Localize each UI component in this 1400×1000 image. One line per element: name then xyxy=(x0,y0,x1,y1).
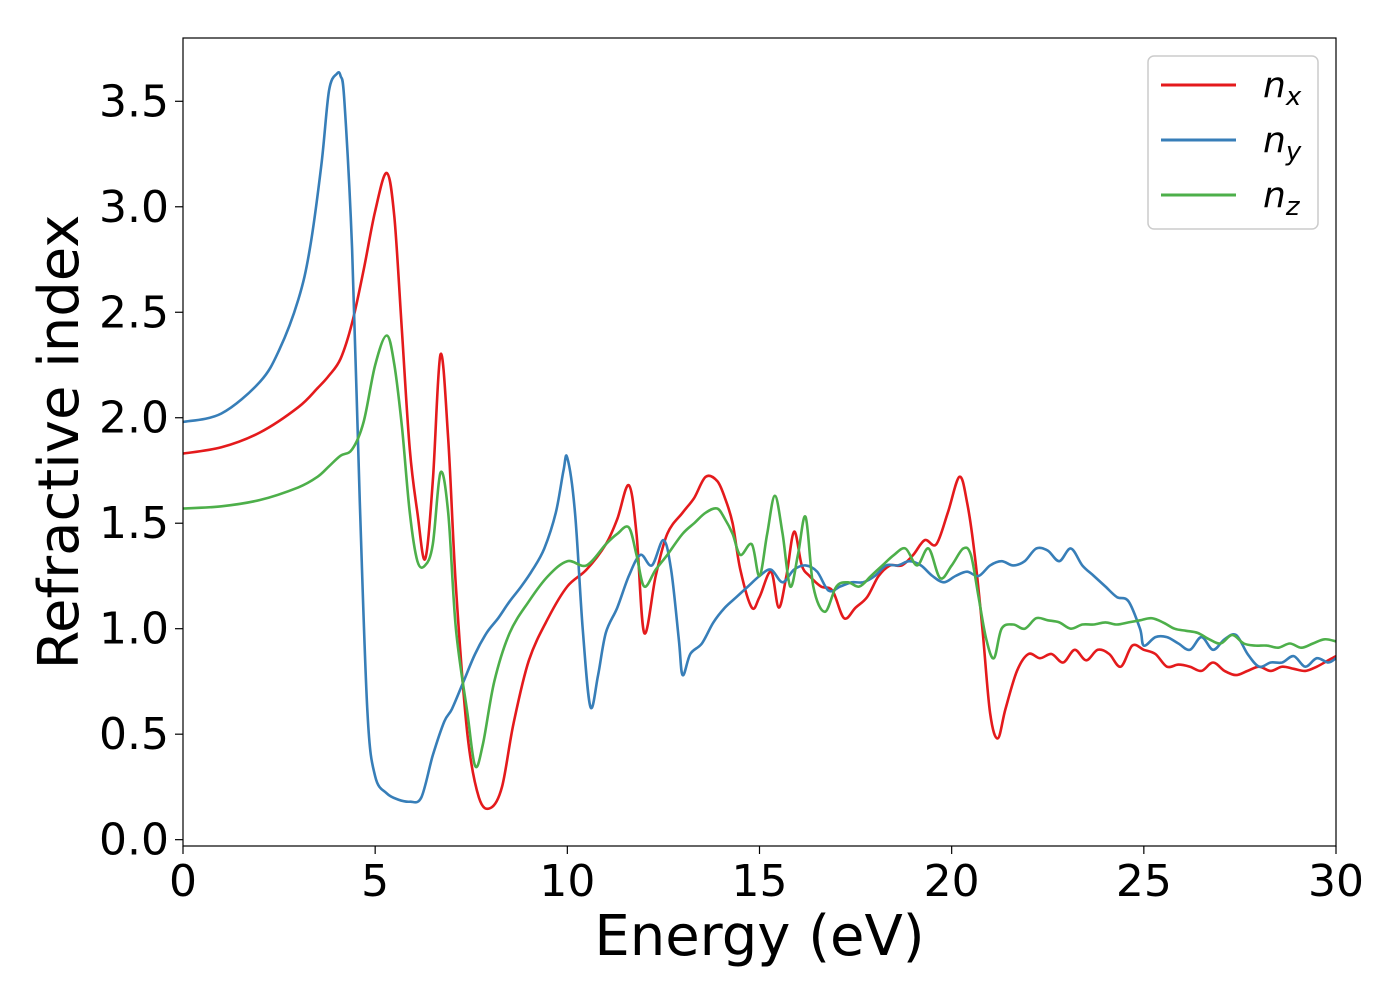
legend-label-subscript: y xyxy=(1285,137,1302,167)
x-tick-label: 10 xyxy=(539,856,595,907)
y-tick-label: 3.5 xyxy=(99,76,169,127)
y-axis-label: Refractive index xyxy=(27,215,92,670)
legend-label-base: n xyxy=(1263,120,1286,161)
x-axis-ticks: 0 5 10 15 20 25 30 xyxy=(169,846,1364,907)
legend-label-base: n xyxy=(1263,65,1286,106)
x-tick-label: 30 xyxy=(1308,856,1364,907)
x-tick-label: 5 xyxy=(361,856,389,907)
legend-label: nx xyxy=(1263,65,1302,112)
y-tick-label: 2.5 xyxy=(99,287,169,338)
x-tick-label: 25 xyxy=(1116,856,1172,907)
x-tick-label: 15 xyxy=(732,856,788,907)
legend-box xyxy=(1147,55,1319,230)
legend-label-base: n xyxy=(1263,175,1286,216)
y-tick-label: 2.0 xyxy=(99,393,169,444)
series-line-nx xyxy=(182,171,1337,811)
series-line-nz xyxy=(182,334,1337,769)
y-tick-label: 0.0 xyxy=(99,815,169,866)
y-tick-label: 0.5 xyxy=(99,709,169,760)
legend-label-subscript: x xyxy=(1285,82,1302,112)
y-tick-label: 3.0 xyxy=(99,182,169,233)
y-tick-label: 1.5 xyxy=(99,498,169,549)
legend-label: ny xyxy=(1263,120,1302,167)
x-axis-label: Energy (eV) xyxy=(594,904,924,969)
series-line-ny xyxy=(182,70,1337,804)
y-axis-ticks: 0.0 0.5 1.0 1.5 2.0 2.5 3.0 3.5 xyxy=(99,76,183,866)
legend-label-subscript: z xyxy=(1285,192,1301,222)
series-lines xyxy=(182,70,1337,811)
x-tick-label: 20 xyxy=(924,856,980,907)
legend-label: nz xyxy=(1263,175,1301,222)
x-tick-label: 0 xyxy=(169,856,197,907)
y-tick-label: 1.0 xyxy=(99,604,169,655)
